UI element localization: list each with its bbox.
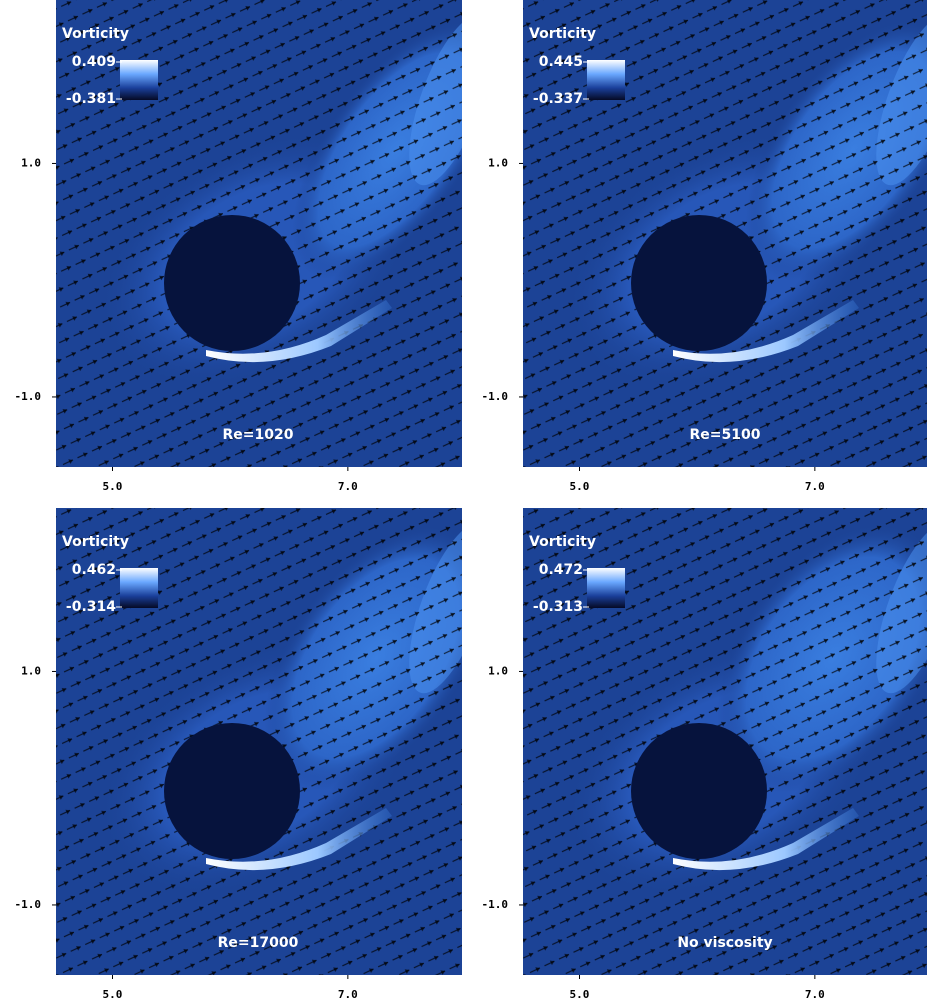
annotation: No viscosity bbox=[677, 935, 772, 951]
y-tick-label: 1.0 bbox=[488, 664, 508, 677]
colorbar-title: Vorticity bbox=[62, 26, 129, 42]
colorbar-min-label: -0.381 bbox=[66, 91, 116, 107]
colorbar-min-label: -0.313 bbox=[533, 599, 583, 615]
cylinder bbox=[631, 723, 767, 859]
x-tick-label: 7.0 bbox=[805, 480, 825, 493]
colorbar-title: Vorticity bbox=[529, 534, 596, 550]
panel: Vorticity 0.472 -0.313 No viscosity 5.0 7.0 1.… bbox=[482, 481, 927, 1001]
y-tick-label: 1.0 bbox=[21, 664, 41, 677]
x-tick-label: 5.0 bbox=[103, 480, 123, 493]
colorbar-max-label: 0.409 bbox=[72, 54, 116, 70]
annotation: Re=5100 bbox=[690, 427, 761, 443]
panel: Vorticity 0.462 -0.314 Re=17000 5.0 7.0 1.0 -1.… bbox=[15, 486, 533, 1001]
x-tick-label: 7.0 bbox=[805, 988, 825, 1001]
x-tick-label: 7.0 bbox=[338, 988, 358, 1001]
colorbar-title: Vorticity bbox=[529, 26, 596, 42]
x-tick-label: 5.0 bbox=[570, 988, 590, 1001]
colorbar bbox=[587, 568, 625, 608]
page: Vorticity 0.409 -0.381 Re=1020 5.0 7.0 1.0 -1.0… bbox=[0, 0, 927, 1005]
cylinder bbox=[631, 215, 767, 351]
cylinder bbox=[164, 723, 300, 859]
panel: Vorticity 0.445 -0.337 Re=5100 5.0 7.0 1.0 -1.0 bbox=[482, 0, 927, 493]
annotation: Re=17000 bbox=[218, 935, 299, 951]
colorbar bbox=[120, 568, 158, 608]
plot-area bbox=[521, 481, 927, 975]
colorbar-title: Vorticity bbox=[62, 534, 129, 550]
colorbar-max-label: 0.462 bbox=[72, 562, 116, 578]
y-tick-label: -1.0 bbox=[15, 898, 42, 911]
colorbar-min-label: -0.314 bbox=[66, 599, 116, 615]
plot-area bbox=[54, 486, 533, 975]
figure: Vorticity 0.409 -0.381 Re=1020 5.0 7.0 1.0 -1.0… bbox=[0, 0, 927, 1005]
colorbar-max-label: 0.472 bbox=[539, 562, 583, 578]
colorbar-max-label: 0.445 bbox=[539, 54, 583, 70]
annotation: Re=1020 bbox=[223, 427, 294, 443]
cylinder bbox=[164, 215, 300, 351]
y-tick-label: -1.0 bbox=[15, 390, 42, 403]
colorbar bbox=[587, 60, 625, 100]
panel: Vorticity 0.409 -0.381 Re=1020 5.0 7.0 1.0 -1.0 bbox=[15, 0, 540, 493]
x-tick-label: 5.0 bbox=[103, 988, 123, 1001]
colorbar-min-label: -0.337 bbox=[533, 91, 583, 107]
y-tick-label: 1.0 bbox=[21, 156, 41, 169]
y-tick-label: -1.0 bbox=[482, 898, 509, 911]
plot-area bbox=[521, 0, 927, 467]
x-tick-label: 5.0 bbox=[570, 480, 590, 493]
x-tick-label: 7.0 bbox=[338, 480, 358, 493]
y-tick-label: -1.0 bbox=[482, 390, 509, 403]
y-tick-label: 1.0 bbox=[488, 156, 508, 169]
colorbar bbox=[120, 60, 158, 100]
